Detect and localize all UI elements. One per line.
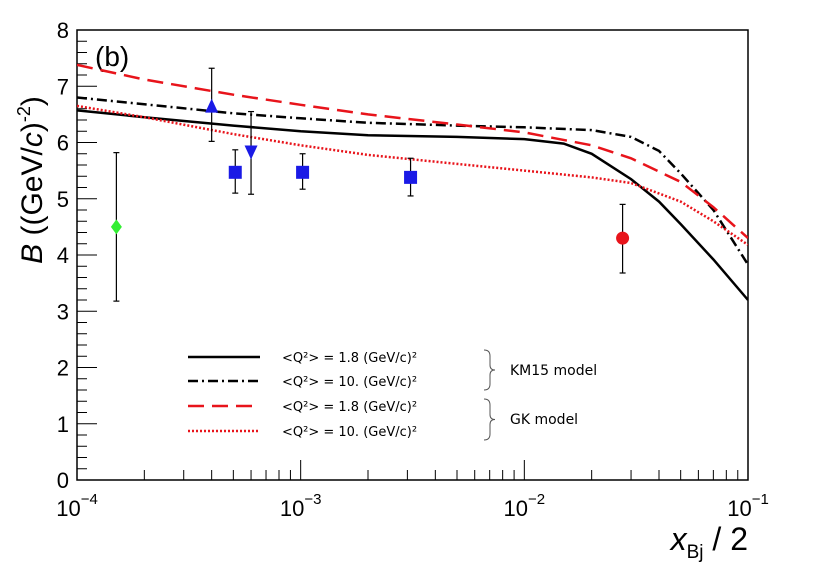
data-point [110,219,122,235]
legend-group-gk: GK model [510,412,578,428]
data-point [616,231,630,245]
data-point [228,165,242,179]
y-tick-label: 1 [57,412,69,437]
y-tick-label: 4 [57,243,69,268]
legend-group-km15: KM15 model [510,363,597,379]
x-tick-label: 10−4 [56,491,98,521]
data-point [244,145,258,160]
series-line-1 [77,109,748,301]
data-point [404,170,418,184]
y-tick-label: 7 [57,74,69,99]
data-point [296,165,310,179]
y-axis-title: B ((GeV/c)-2) [14,96,49,264]
y-tick-label: 5 [57,187,69,212]
y-tick-label: 8 [57,18,69,43]
y-tick-label: 3 [57,299,69,324]
x-tick-label: 10−3 [280,491,322,521]
x-tick-label: 10−2 [504,491,546,521]
x-axis-title: xBj / 2 [669,521,748,563]
series-line-2 [77,96,748,266]
x-tick-label: 10−1 [727,491,769,521]
legend-label-2: <Q²> = 10. (GeV/c)² [282,375,417,390]
legend-label-4: <Q²> = 10. (GeV/c)² [282,425,417,440]
legend-brace-gk [483,398,496,441]
y-tick-label: 2 [57,356,69,381]
panel-label: (b) [95,41,129,72]
y-tick-label: 0 [57,468,69,493]
legend-label-3: <Q²> = 1.8 (GeV/c)² [282,400,417,415]
y-tick-label: 6 [57,131,69,156]
data-point [205,98,219,113]
legend-brace-km15 [483,349,496,391]
legend-label-1: <Q²> = 1.8 (GeV/c)² [282,351,417,366]
series-line-3 [77,63,748,240]
